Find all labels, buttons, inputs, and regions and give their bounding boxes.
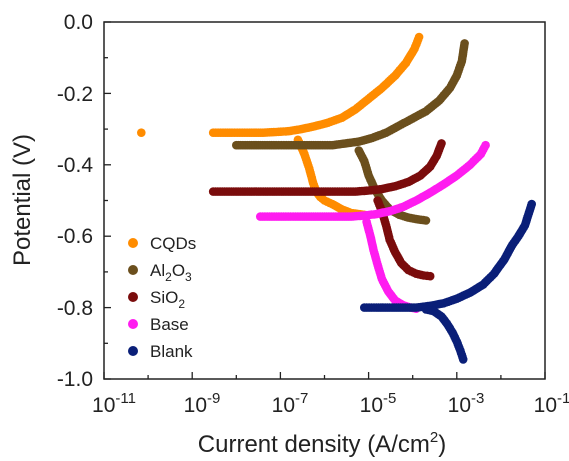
data-point-cqds <box>414 32 424 42</box>
legend-marker-cqds <box>128 238 138 248</box>
legend-marker-base <box>128 319 138 329</box>
x-tick-label: 10-1 <box>534 390 569 417</box>
legend-label-blank: Blank <box>150 342 193 361</box>
data-point-al2o3 <box>421 216 431 225</box>
legend: CQDs Al2O3 SiO2 Base Blank <box>128 234 196 361</box>
x-tick-label: 10-5 <box>360 390 397 417</box>
legend-marker-sio2 <box>128 292 138 302</box>
y-tick-label: -1.0 <box>57 368 93 391</box>
data-point-blank <box>458 355 468 364</box>
x-axis-title: Current density (A/cm2) <box>198 429 446 458</box>
data-marks <box>137 32 536 364</box>
legend-label-base: Base <box>150 315 189 334</box>
legend-marker-blank <box>128 346 138 356</box>
y-tick-label: -0.8 <box>57 297 93 320</box>
data-point-sio2 <box>425 271 435 281</box>
axis-ticks <box>103 21 546 380</box>
legend-marker-al2o3 <box>128 265 138 275</box>
x-tick-label: 10-9 <box>184 390 221 417</box>
y-axis-title: Potential (V) <box>9 134 36 266</box>
x-tick-label: 10-3 <box>448 390 485 417</box>
x-tick-label: 10-11 <box>92 390 136 417</box>
data-point-al2o3 <box>460 39 469 48</box>
data-point-base <box>481 140 490 150</box>
y-tick-label: -0.2 <box>57 83 93 106</box>
data-point-sio2 <box>437 139 446 148</box>
y-tick-label: -0.4 <box>57 154 94 177</box>
x-tick-label: 10-7 <box>272 390 309 417</box>
data-point-cqds <box>137 128 146 137</box>
y-tick-label: 0.0 <box>64 11 93 34</box>
y-tick-label: -0.6 <box>57 225 93 248</box>
legend-label-al2o3: Al2O3 <box>150 261 192 284</box>
legend-label-cqds: CQDs <box>150 234 196 253</box>
data-point-blank <box>527 199 536 209</box>
legend-label-sio2: SiO2 <box>150 288 185 311</box>
